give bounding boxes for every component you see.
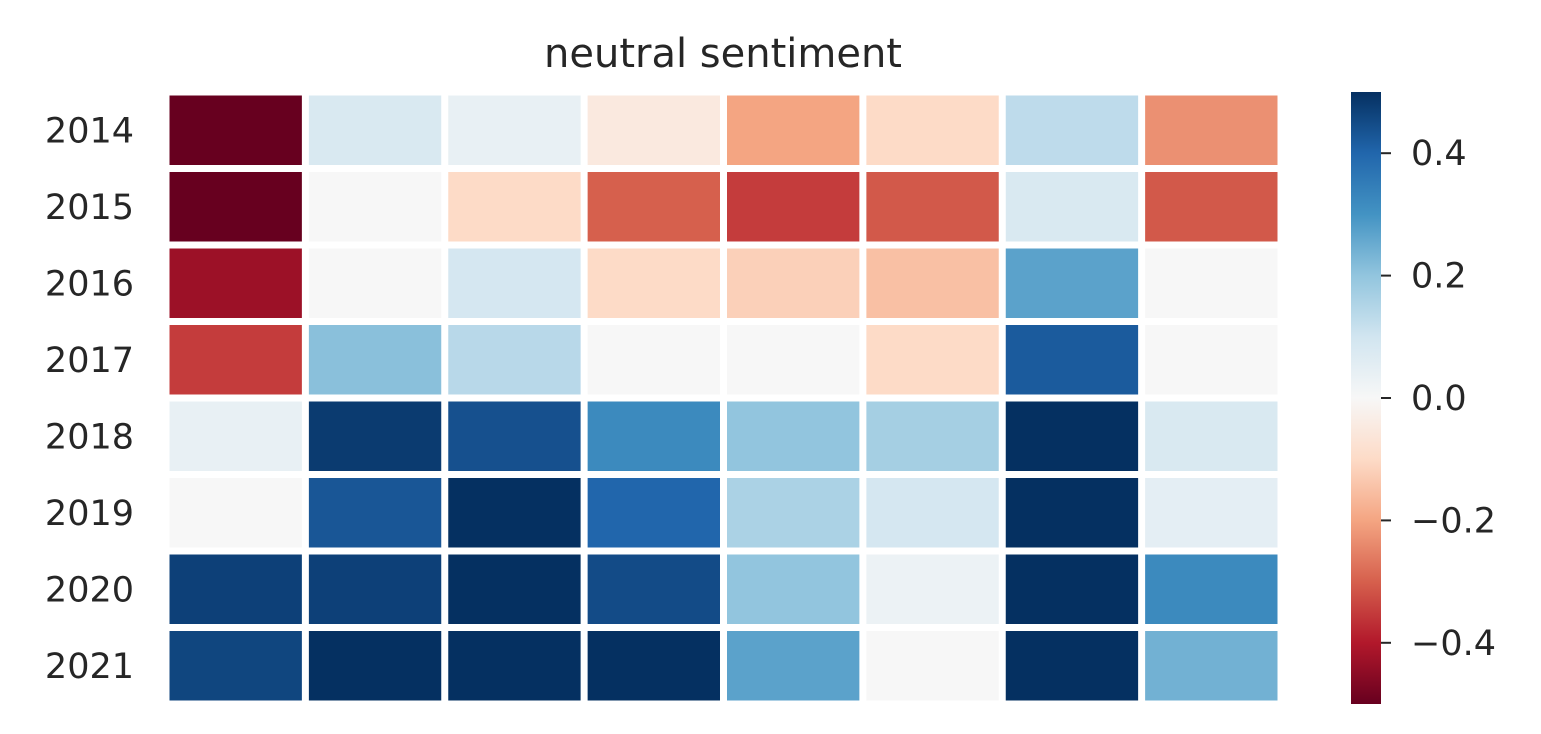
heatmap-cell-2015-4 [587,172,720,242]
heatmap-cell-2021-2 [308,631,442,701]
heatmap-cell-2017-8 [1145,325,1278,395]
heatmap-cell-2019-1 [169,478,302,548]
heatmap-cell-2018-3 [448,401,581,471]
colorbar-ticks: 0.4 0.2 0.0 −0.2 −0.4 [1381,134,1496,664]
heatmap-cell-2016-7 [1005,248,1139,318]
heatmap-cell-2015-2 [308,172,442,242]
heatmap-cell-2020-2 [308,554,442,624]
heatmap-cell-2019-7 [1005,478,1139,548]
heatmap-cell-2015-5 [727,172,860,242]
heatmap-cell-2015-1 [169,172,302,242]
heatmap-cell-2018-5 [727,401,860,471]
heatmap-cell-2014-8 [1145,95,1278,165]
colorbar-tick-label: −0.2 [1411,501,1496,541]
heatmap-cell-2020-5 [727,554,860,624]
heatmap-cell-2016-8 [1145,248,1278,318]
heatmap-cell-2021-4 [587,631,720,701]
heatmap-cell-2014-3 [448,95,581,165]
heatmap-cell-2018-7 [1005,401,1139,471]
heatmap-cell-2014-1 [169,95,302,165]
heatmap-cell-2016-5 [727,248,860,318]
heatmap-cell-2021-6 [866,631,999,701]
heatmap-cell-2014-7 [1005,95,1139,165]
heatmap-cell-2017-1 [169,325,302,395]
heatmap-cell-2017-2 [308,325,442,395]
heatmap-cell-2014-2 [308,95,442,165]
row-label-2015: 2015 [45,188,134,228]
heatmap-cell-2021-1 [169,631,302,701]
heatmap-cell-2016-1 [169,248,302,318]
heatmap-cell-2019-6 [866,478,999,548]
heatmap-cell-2017-5 [727,325,860,395]
heatmap-cells [169,95,1278,701]
row-label-2017: 2017 [45,341,134,381]
heatmap-cell-2014-4 [587,95,720,165]
row-label-2020: 2020 [45,570,134,610]
row-label-2019: 2019 [45,494,134,534]
row-label-2014: 2014 [45,111,134,151]
heatmap-cell-2020-3 [448,554,581,624]
colorbar-tick-label: −0.4 [1411,624,1496,664]
heatmap-cell-2021-3 [448,631,581,701]
heatmap-cell-2021-5 [727,631,860,701]
heatmap-cell-2016-4 [587,248,720,318]
heatmap-cell-2017-4 [587,325,720,395]
row-label-2021: 2021 [45,647,134,687]
heatmap-cell-2014-6 [866,95,999,165]
heatmap-cell-2016-3 [448,248,581,318]
heatmap-cell-2020-4 [587,554,720,624]
heatmap-cell-2021-7 [1005,631,1139,701]
heatmap-cell-2020-7 [1005,554,1139,624]
row-labels: 2014 2015 2016 2017 2018 2019 2020 2021 [45,111,134,687]
heatmap-cell-2019-4 [587,478,720,548]
heatmap-cell-2018-6 [866,401,999,471]
colorbar-tick-label: 0.2 [1411,257,1467,297]
heatmap-cell-2017-7 [1005,325,1139,395]
heatmap-cell-2020-6 [866,554,999,624]
heatmap-cell-2017-3 [448,325,581,395]
heatmap-cell-2018-2 [308,401,442,471]
heatmap-cell-2021-8 [1145,631,1278,701]
heatmap-cell-2019-8 [1145,478,1278,548]
heatmap-cell-2018-4 [587,401,720,471]
colorbar-tick-label: 0.4 [1411,134,1467,174]
heatmap-cell-2019-2 [308,478,442,548]
chart-title: neutral sentiment [544,31,902,77]
heatmap-cell-2015-3 [448,172,581,242]
row-label-2016: 2016 [45,264,134,304]
heatmap-cell-2019-5 [727,478,860,548]
heatmap-cell-2019-3 [448,478,581,548]
heatmap-cell-2018-1 [169,401,302,471]
heatmap-cell-2015-7 [1005,172,1139,242]
heatmap-cell-2014-5 [727,95,860,165]
heatmap-cell-2020-8 [1145,554,1278,624]
heatmap-cell-2016-2 [308,248,442,318]
heatmap-cell-2015-6 [866,172,999,242]
heatmap-cell-2020-1 [169,554,302,624]
colorbar [1351,92,1381,704]
heatmap-cell-2015-8 [1145,172,1278,242]
heatmap-cell-2017-6 [866,325,999,395]
colorbar-tick-label: 0.0 [1411,379,1467,419]
heatmap-cell-2018-8 [1145,401,1278,471]
row-label-2018: 2018 [45,417,134,457]
heatmap-cell-2016-6 [866,248,999,318]
